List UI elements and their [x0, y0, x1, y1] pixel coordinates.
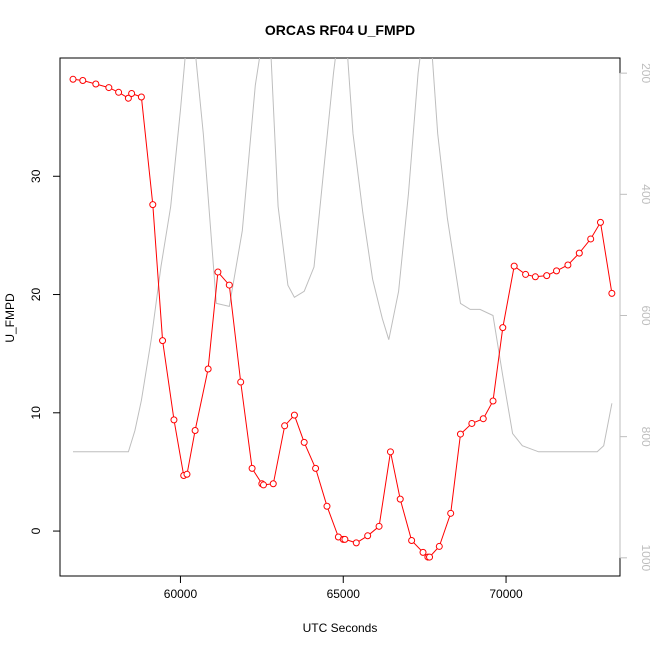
data-point — [396, 495, 404, 503]
data-point — [170, 416, 178, 424]
data-point — [479, 415, 487, 423]
y-tick-label: 20 — [29, 288, 43, 302]
data-point — [386, 448, 394, 456]
data-point — [137, 93, 145, 101]
data-point — [290, 411, 298, 419]
data-point — [419, 548, 427, 556]
data-point — [69, 75, 77, 83]
pressure-series-line — [73, 58, 613, 453]
data-point — [352, 539, 360, 547]
x-tick-label: 60000 — [164, 587, 198, 601]
data-point — [149, 201, 157, 209]
data-point — [214, 268, 222, 276]
x-axis-label: UTC Seconds — [303, 621, 378, 635]
right-y-tick-label: 400 — [639, 184, 650, 204]
data-point — [426, 553, 434, 561]
y-axis-label: U_FMPD — [3, 293, 17, 343]
data-point — [323, 502, 331, 510]
data-point — [408, 537, 416, 545]
data-point — [608, 289, 616, 297]
data-point — [364, 532, 372, 540]
data-point — [456, 430, 464, 438]
right-y-tick-label: 800 — [639, 427, 650, 447]
chart-title: ORCAS RF04 U_FMPD — [265, 22, 415, 38]
data-point — [510, 262, 518, 270]
data-point — [489, 397, 497, 405]
right-y-tick-label: 200 — [639, 63, 650, 83]
y-tick-label: 0 — [29, 527, 43, 534]
data-point — [341, 535, 349, 543]
data-point — [259, 481, 267, 489]
data-point — [225, 281, 233, 289]
data-point — [447, 509, 455, 517]
data-point — [564, 261, 572, 269]
data-point — [575, 249, 583, 257]
data-point — [522, 270, 530, 278]
y-tick-label: 30 — [29, 169, 43, 183]
data-point — [124, 94, 132, 102]
series-layer — [69, 58, 616, 561]
data-point — [237, 378, 245, 386]
right-y-tick-label: 1000 — [639, 544, 650, 571]
data-point — [248, 464, 256, 472]
data-point — [159, 337, 167, 345]
data-point — [79, 76, 87, 84]
data-point — [596, 218, 604, 226]
right-y-axis: 200 400 600 800 1000 — [619, 63, 650, 571]
data-point — [375, 522, 383, 530]
data-point — [92, 80, 100, 88]
data-point — [269, 480, 277, 488]
data-point — [281, 422, 289, 430]
data-point — [531, 273, 539, 281]
plot-frame — [59, 57, 621, 577]
data-point — [553, 267, 561, 275]
data-point — [204, 365, 212, 373]
x-tick-label: 65000 — [327, 587, 361, 601]
data-point — [300, 438, 308, 446]
data-point — [105, 84, 113, 92]
data-point — [312, 464, 320, 472]
data-point — [115, 88, 123, 96]
x-axis: 60000 65000 70000 — [164, 575, 523, 601]
right-y-tick-label: 600 — [639, 305, 650, 325]
x-tick-label: 70000 — [489, 587, 523, 601]
data-point — [191, 427, 199, 435]
y-axis: 0 10 20 30 — [29, 169, 61, 534]
data-point — [183, 470, 191, 478]
data-point — [587, 235, 595, 243]
data-point — [435, 542, 443, 550]
data-point — [499, 324, 507, 332]
data-point — [128, 89, 136, 97]
data-point — [543, 272, 551, 280]
y-tick-label: 10 — [29, 406, 43, 420]
data-point — [468, 419, 476, 427]
